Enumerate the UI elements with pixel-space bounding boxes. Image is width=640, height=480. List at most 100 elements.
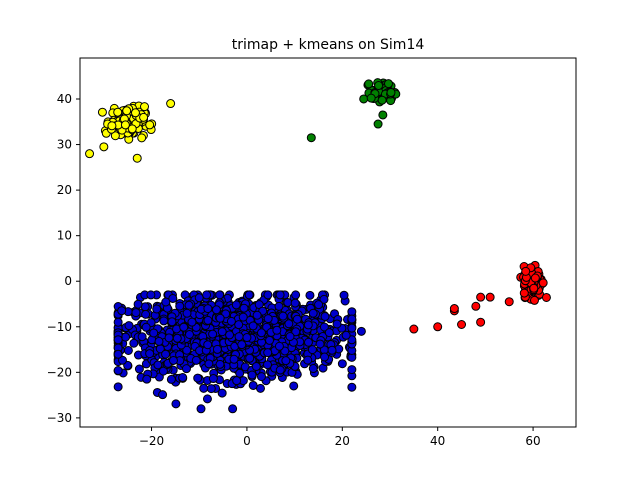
data-point: [541, 292, 551, 302]
data-point: [485, 292, 495, 302]
data-point: [181, 364, 191, 374]
data-point: [161, 297, 171, 307]
data-point: [166, 374, 176, 384]
data-point: [212, 344, 222, 354]
data-point: [290, 298, 300, 308]
x-tick-label: 60: [525, 434, 540, 448]
points-layer: [85, 78, 551, 414]
y-tick-label: 20: [57, 183, 72, 197]
data-point: [306, 133, 316, 143]
data-point: [137, 133, 147, 143]
x-tick-label: 20: [335, 434, 350, 448]
data-point: [308, 364, 318, 374]
chart-title: trimap + kmeans on Sim14: [232, 37, 425, 53]
data-point: [284, 319, 294, 329]
data-point: [283, 297, 293, 307]
series-2: [306, 78, 401, 143]
data-point: [303, 337, 313, 347]
data-point: [504, 297, 514, 307]
data-point: [139, 112, 149, 122]
data-point: [359, 94, 369, 104]
data-point: [449, 304, 459, 314]
data-point: [347, 382, 357, 392]
y-tick-label: 10: [57, 229, 72, 243]
data-point: [164, 333, 174, 343]
data-point: [231, 300, 241, 310]
data-point: [275, 365, 285, 375]
data-point: [332, 319, 342, 329]
y-tick-label: 30: [57, 138, 72, 152]
data-point: [123, 345, 133, 355]
data-point: [107, 121, 117, 131]
data-point: [110, 131, 120, 141]
data-point: [203, 340, 213, 350]
data-point: [238, 312, 248, 322]
x-tick-label: 0: [243, 434, 251, 448]
data-point: [154, 336, 164, 346]
data-point: [187, 317, 197, 327]
data-point: [234, 320, 244, 330]
data-point: [265, 335, 275, 345]
data-point: [262, 360, 272, 370]
data-point: [229, 354, 239, 364]
data-point: [263, 290, 273, 300]
data-point: [113, 317, 123, 327]
data-point: [204, 359, 214, 369]
data-point: [202, 394, 212, 404]
data-point: [142, 374, 152, 384]
data-point: [203, 315, 213, 325]
data-point: [256, 328, 266, 338]
data-point: [476, 292, 486, 302]
data-point: [347, 323, 357, 333]
data-point: [194, 293, 204, 303]
data-point: [99, 142, 109, 152]
data-point: [471, 301, 481, 311]
data-point: [263, 348, 273, 358]
data-point: [179, 322, 189, 332]
data-point: [158, 366, 168, 376]
data-point: [141, 309, 151, 319]
x-tick-label: 40: [430, 434, 445, 448]
plot-frame: [79, 57, 577, 428]
data-point: [85, 149, 95, 159]
data-point: [457, 320, 467, 329]
data-point: [248, 321, 258, 331]
data-point: [215, 359, 225, 369]
data-point: [117, 306, 127, 316]
data-point: [303, 355, 313, 365]
data-point: [239, 303, 249, 313]
y-tick-label: −10: [47, 320, 72, 334]
data-point: [263, 314, 273, 324]
data-point: [319, 322, 329, 332]
data-point: [202, 290, 212, 300]
data-point: [307, 345, 317, 355]
data-point: [378, 110, 388, 120]
data-point: [159, 316, 169, 326]
data-point: [228, 404, 238, 414]
data-point: [196, 404, 206, 414]
data-point: [211, 305, 221, 315]
data-point: [166, 99, 176, 109]
data-point: [235, 368, 245, 378]
data-point: [476, 317, 486, 327]
data-point: [168, 355, 178, 365]
data-point: [327, 345, 337, 355]
data-point: [145, 349, 155, 359]
data-point: [341, 330, 351, 340]
data-point: [245, 353, 255, 363]
data-point: [184, 300, 194, 310]
data-point: [124, 321, 134, 331]
data-point: [519, 288, 529, 298]
data-point: [538, 278, 548, 288]
data-point: [149, 328, 159, 338]
data-point: [292, 314, 302, 324]
data-point: [130, 108, 140, 118]
data-point: [182, 345, 192, 355]
data-point: [242, 333, 252, 343]
data-point: [137, 332, 147, 342]
data-point: [225, 330, 235, 340]
data-point: [113, 382, 123, 392]
data-point: [308, 308, 318, 318]
data-point: [347, 365, 357, 375]
data-point: [122, 106, 132, 116]
